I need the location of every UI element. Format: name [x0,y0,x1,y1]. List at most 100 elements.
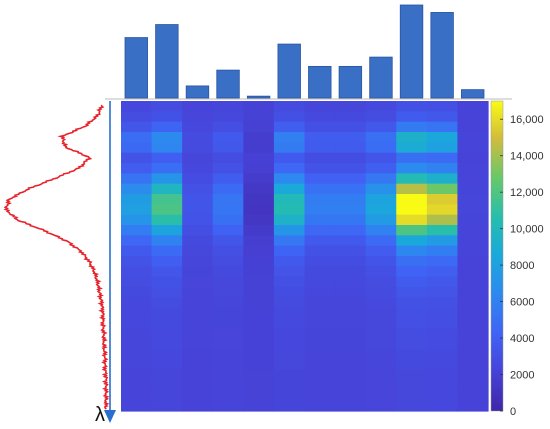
heatmap-cell [335,390,367,402]
heatmap-cell [121,132,153,143]
heatmap-cell [273,287,306,298]
heatmap-cell [335,328,367,340]
heatmap-cell [243,338,275,350]
heatmap-cell [121,266,153,278]
heatmap-cell [212,359,244,371]
heatmap-cell [335,225,367,236]
heatmap-cell [212,152,244,164]
heatmap-cell [365,245,397,257]
heatmap-cell [335,152,367,164]
heatmap-cell [335,214,367,226]
heatmap-cell [426,225,459,236]
heatmap-cell [273,328,306,340]
heatmap-cell [365,163,397,174]
heatmap-cell [396,318,428,329]
heatmap-cell [304,152,336,164]
heatmap-cell [304,214,336,226]
heatmap-cell [457,328,489,340]
heatmap-cell [457,276,489,288]
heatmap-cell [426,111,459,123]
heatmap-cell [212,400,244,412]
heatmap-cell [243,266,275,278]
heatmap-cell [273,101,306,112]
heatmap-cell [182,225,214,236]
heatmap-cell [182,173,214,185]
heatmap-cell [426,235,459,247]
heatmap-cell [335,204,367,216]
heatmap-cell [396,101,428,112]
heatmap-cell [121,214,153,226]
heatmap-cell [273,111,306,123]
heatmap-cell [396,266,428,278]
heatmap-cell [243,400,275,412]
heatmap-cell [121,318,153,329]
heatmap-cell [426,287,459,298]
heatmap-cell [151,359,183,371]
heatmap-cell [182,380,214,391]
heatmap-cell [365,121,397,133]
lambda-axis-label: λ [95,404,105,426]
heatmap-cell [335,142,367,154]
heatmap-cell [426,142,459,154]
heatmap-cell [304,380,336,391]
heatmap-cell [212,287,244,298]
heatmap-cell [273,121,306,133]
heatmap-cell [304,276,336,288]
heatmap-cell [212,142,244,154]
heatmap-cell [304,173,336,185]
heatmap-cell [457,318,489,329]
heatmap-cell [182,338,214,350]
heatmap-cell [243,235,275,247]
heatmap-cell [335,297,367,309]
heatmap-cell [426,152,459,164]
heatmap-cell [426,400,459,412]
heatmap-cell [335,111,367,123]
heatmap-cell [151,142,183,154]
heatmap-cell [365,183,397,195]
heatmap-cell [426,328,459,340]
heatmap-cell [212,101,244,112]
heatmap-cell [121,349,153,360]
heatmap-cell [304,194,336,205]
heatmap-cell [426,245,459,257]
heatmap-cell [151,400,183,412]
heatmap-cell [365,400,397,412]
heatmap-cell [365,111,397,123]
heatmap-cell [426,338,459,350]
heatmap-cell [273,256,306,267]
heatmap-cell [365,101,397,112]
heatmap-cell [457,183,489,195]
heatmap-cell [273,142,306,154]
heatmap-cell [396,349,428,360]
heatmap-cell [121,276,153,288]
heatmap-cell [121,390,153,402]
heatmap-cell [212,235,244,247]
heatmap-cell [335,101,367,112]
heatmap-cell [182,121,214,133]
heatmap-cell [396,328,428,340]
heatmap-cell [365,132,397,143]
heatmap-cell [243,256,275,267]
heatmap-cell [426,390,459,402]
heatmap-cell [182,307,214,319]
heatmap-cell [243,152,275,164]
heatmap-cell [121,297,153,309]
heatmap-cell [121,225,153,236]
heatmap-cell [457,390,489,402]
colorbar-gradient [490,100,504,412]
heatmap-cell [426,349,459,360]
heatmap-cell [182,328,214,340]
heatmap-cell [182,194,214,205]
colorbar-ticks: 0 2000 4000 6000 8000 10,000 12,000 14,000 16,00… [500,114,544,418]
heatmap-cell [426,256,459,267]
heatmap-cell [121,204,153,216]
heatmap-cell [243,297,275,309]
heatmap-cell [212,297,244,309]
heatmap-cell [151,163,183,174]
heatmap-cell [273,194,306,205]
heatmap-cell [457,225,489,236]
heatmap-cell [273,132,306,143]
column-sum-bar [399,4,424,99]
heatmap-cell [304,400,336,412]
